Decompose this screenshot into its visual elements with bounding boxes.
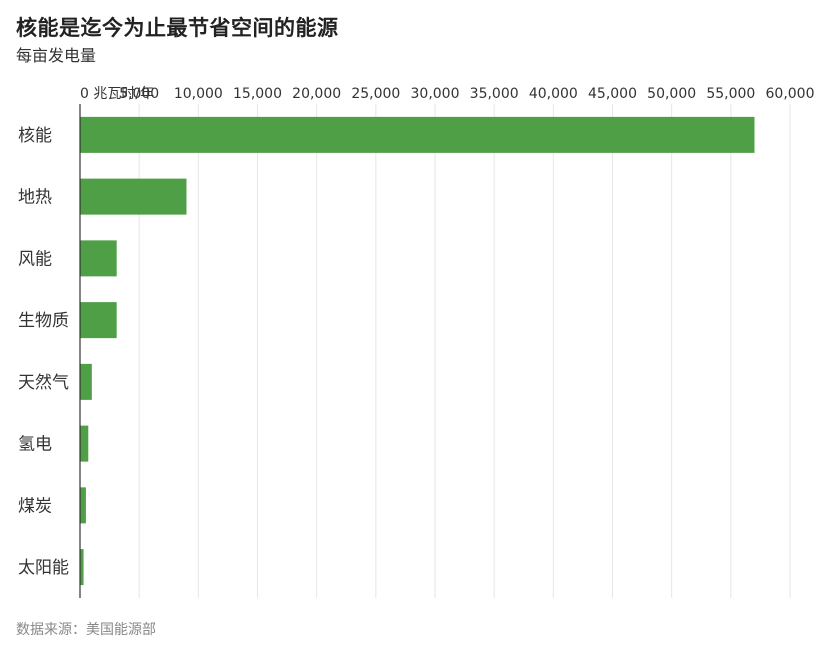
- bar: [80, 425, 89, 462]
- x-tick-label: 50,000: [647, 86, 696, 102]
- x-tick-label: 0 兆瓦时/年: [80, 86, 154, 102]
- bar: [80, 549, 84, 586]
- x-tick-label: 25,000: [351, 86, 400, 102]
- bar: [80, 178, 187, 215]
- category-label: 天然气: [18, 373, 69, 393]
- x-tick-label: 15,000: [233, 86, 282, 102]
- x-tick-label: 60,000: [766, 86, 815, 102]
- chart-subtitle: 每亩发电量: [16, 46, 97, 65]
- category-label: 太阳能: [18, 558, 69, 578]
- category-label: 地热: [18, 188, 52, 208]
- x-tick-label: 55,000: [706, 86, 755, 102]
- grid-lines: [138, 104, 791, 598]
- x-tick-label: 45,000: [588, 86, 637, 102]
- bars: [80, 116, 755, 586]
- x-tick-label: 5,000: [119, 86, 159, 102]
- x-tick-label: 10,000: [174, 86, 223, 102]
- category-label: 氢电: [18, 435, 52, 455]
- category-label: 生物质: [18, 311, 69, 331]
- bar: [80, 363, 92, 400]
- x-tick-label: 30,000: [411, 86, 460, 102]
- bar: [80, 116, 755, 153]
- category-label: 风能: [18, 249, 52, 269]
- x-tick-labels: 0 兆瓦时/年5,000 10,000 15,000 20,000 25,000 30,0…: [80, 86, 815, 102]
- bar: [80, 487, 86, 524]
- bar: [80, 302, 117, 339]
- chart-title: 核能是迄今为止最节省空间的能源: [16, 16, 339, 40]
- bar: [80, 240, 117, 277]
- source-note: 数据来源：美国能源部: [16, 622, 156, 638]
- x-tick-label: 35,000: [470, 86, 519, 102]
- x-tick-label: 20,000: [292, 86, 341, 102]
- category-label: 核能: [18, 126, 52, 146]
- x-tick-label: 40,000: [529, 86, 578, 102]
- category-label: 煤炭: [18, 496, 52, 516]
